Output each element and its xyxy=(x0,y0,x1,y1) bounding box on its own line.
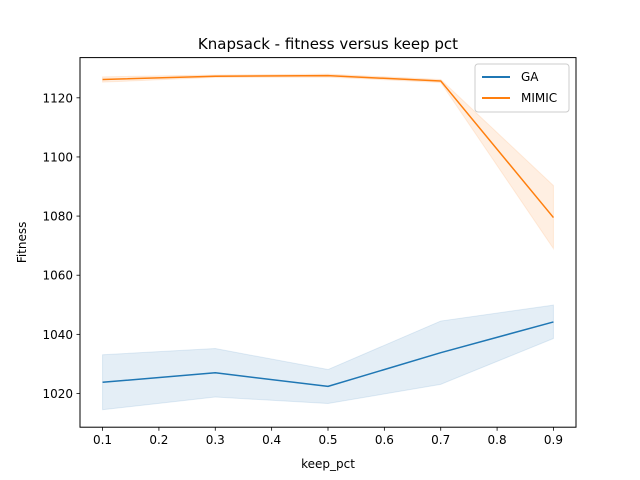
x-tick-label: 0.7 xyxy=(431,433,450,447)
y-axis-ticks: 1020 1040 1060 1080 1100 1120 xyxy=(42,91,80,401)
x-tick-label: 0.9 xyxy=(544,433,563,447)
y-tick-label: 1060 xyxy=(42,269,73,283)
legend: GA MIMIC xyxy=(474,63,570,113)
x-axis-ticks: 0.1 0.2 0.3 0.4 0.5 0.6 0.7 0.8 0.9 xyxy=(93,427,563,447)
y-tick-label: 1080 xyxy=(42,210,73,224)
y-tick-label: 1040 xyxy=(42,328,73,342)
y-axis-label: Fitness xyxy=(15,222,29,264)
x-axis-label: keep_pct xyxy=(301,457,355,471)
confidence-band-ga xyxy=(102,304,554,411)
y-tick-label: 1100 xyxy=(42,150,73,164)
y-tick-label: 1120 xyxy=(42,91,73,105)
x-tick-label: 0.4 xyxy=(262,433,281,447)
x-tick-label: 0.2 xyxy=(149,433,168,447)
confidence-bands xyxy=(102,73,554,411)
confidence-band-mimic xyxy=(102,73,554,251)
x-tick-label: 0.3 xyxy=(206,433,225,447)
series-line-mimic xyxy=(102,74,555,219)
chart-title: Knapsack - fitness versus keep pct xyxy=(198,35,458,53)
legend-label-mimic: MIMIC xyxy=(521,91,557,105)
x-tick-label: 0.1 xyxy=(93,433,112,447)
y-tick-label: 1020 xyxy=(42,387,73,401)
series-lines xyxy=(102,74,555,388)
x-tick-label: 0.6 xyxy=(375,433,394,447)
legend-label-ga: GA xyxy=(521,70,539,84)
x-tick-label: 0.8 xyxy=(488,433,507,447)
series-line-ga xyxy=(102,321,554,388)
x-tick-label: 0.5 xyxy=(318,433,337,447)
